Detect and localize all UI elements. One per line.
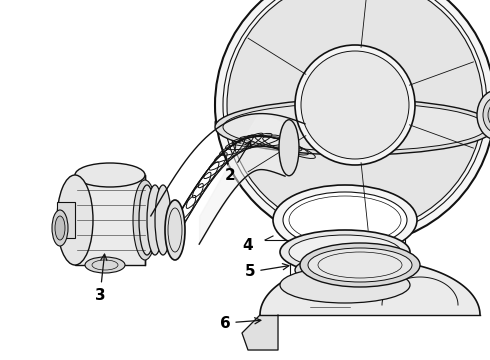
Ellipse shape — [273, 185, 417, 255]
Ellipse shape — [289, 235, 401, 269]
Ellipse shape — [55, 216, 65, 240]
Text: 6: 6 — [220, 315, 261, 330]
Polygon shape — [57, 202, 75, 238]
Ellipse shape — [488, 103, 490, 127]
Ellipse shape — [139, 185, 155, 255]
Circle shape — [215, 0, 490, 245]
Text: 1: 1 — [0, 359, 1, 360]
Ellipse shape — [300, 243, 420, 287]
Ellipse shape — [147, 185, 163, 255]
Circle shape — [223, 0, 487, 237]
Polygon shape — [260, 260, 480, 315]
Ellipse shape — [223, 103, 487, 151]
Bar — [290, 205, 405, 300]
Ellipse shape — [483, 97, 490, 133]
Ellipse shape — [52, 210, 68, 246]
Ellipse shape — [283, 192, 407, 248]
Text: 4: 4 — [243, 238, 253, 252]
Text: 3: 3 — [95, 254, 107, 302]
Polygon shape — [242, 315, 278, 350]
Text: 5: 5 — [245, 264, 289, 279]
Circle shape — [227, 0, 483, 233]
Ellipse shape — [295, 255, 395, 285]
Ellipse shape — [155, 185, 171, 255]
Polygon shape — [75, 175, 145, 265]
Ellipse shape — [215, 93, 490, 153]
Ellipse shape — [280, 230, 410, 274]
Ellipse shape — [477, 90, 490, 140]
Ellipse shape — [85, 257, 125, 273]
Circle shape — [295, 45, 415, 165]
Ellipse shape — [57, 175, 93, 265]
Text: 2: 2 — [224, 141, 251, 183]
Ellipse shape — [133, 180, 157, 260]
Circle shape — [301, 51, 409, 159]
Ellipse shape — [308, 248, 412, 282]
Ellipse shape — [75, 163, 145, 187]
Ellipse shape — [280, 267, 410, 303]
Ellipse shape — [215, 99, 490, 155]
Ellipse shape — [279, 120, 299, 176]
Ellipse shape — [165, 200, 185, 260]
